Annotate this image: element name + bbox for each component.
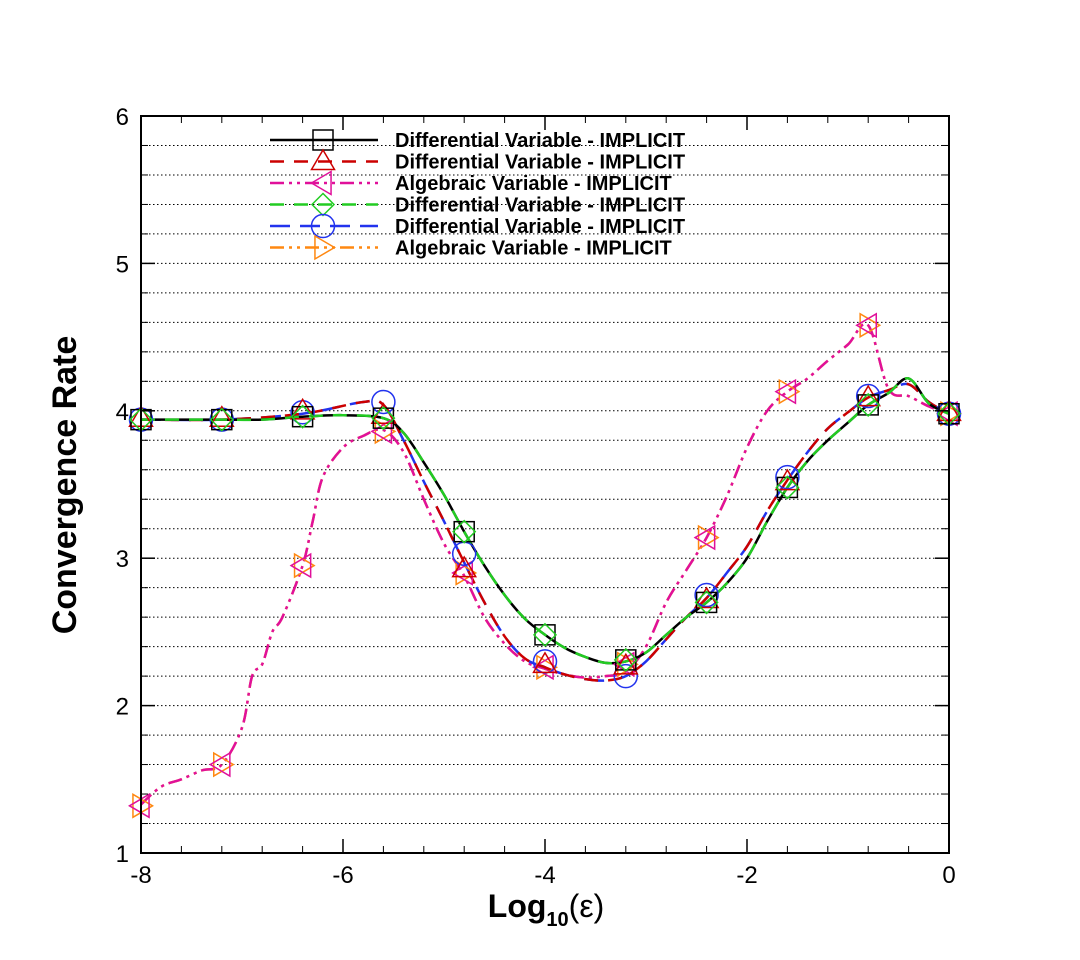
circle-marker [371, 389, 396, 415]
x-axis-title-base: Log [488, 888, 547, 924]
triangle-right-marker [314, 234, 336, 261]
triangle-up-marker [289, 397, 316, 420]
series-line [140, 382, 950, 682]
x-axis-title: Log10(ε) [488, 888, 604, 931]
triangle-left-marker [855, 312, 877, 339]
triangle-left-marker [774, 378, 797, 405]
triangle-left-marker [208, 751, 231, 778]
triangle-left-marker [289, 552, 312, 579]
y-tick-label: 3 [116, 546, 129, 573]
x-axis-title-subscript: 10 [546, 909, 568, 931]
x-tick-label: -2 [736, 862, 757, 889]
triangle-right-marker [374, 418, 397, 445]
triangle-left-marker [128, 793, 150, 819]
triangle-right-marker [455, 560, 478, 586]
triangle-up-marker [451, 555, 478, 578]
triangle-left-marker [451, 560, 473, 586]
diamond-marker [613, 647, 638, 672]
x-axis-title-argument: (ε) [569, 888, 605, 924]
legend-label: Algebraic Variable - IMPLICIT [395, 173, 672, 195]
diamond-marker [310, 192, 336, 217]
diamond-marker [775, 475, 800, 500]
x-tick-label: -4 [534, 862, 555, 889]
axes: -8 -6 -4 -2 0 1 2 3 4 5 6 [116, 104, 956, 889]
triangle-right-marker [859, 312, 882, 339]
legend-label: Differential Variable - IMPLICIT [395, 195, 685, 217]
y-axis-title: Convergence Rate [46, 336, 84, 635]
triangle-right-marker [778, 378, 801, 405]
triangle-left-marker [310, 170, 332, 196]
triangle-up-marker [208, 405, 235, 427]
triangle-up-marker [532, 651, 558, 674]
circle-marker [613, 663, 639, 689]
circle-marker [694, 582, 719, 608]
circle-marker [310, 213, 336, 239]
legend-label: Algebraic Variable - IMPLICIT [395, 238, 672, 260]
diamond-marker [532, 622, 558, 647]
triangle-right-marker [213, 751, 235, 778]
triangle-up-marker [612, 652, 639, 675]
y-tick-label: 2 [116, 694, 129, 721]
diamond-marker [694, 590, 719, 615]
y-tick-label: 4 [116, 399, 129, 426]
x-tick-label: -6 [332, 862, 353, 889]
series-line [140, 322, 950, 806]
x-tick-label: 0 [942, 862, 955, 889]
y-tick-label: 1 [116, 841, 129, 868]
legend-label: Differential Variable - IMPLICIT [395, 152, 685, 174]
triangle-left-marker [693, 524, 716, 551]
triangle-right-marker [132, 793, 154, 819]
y-tick-label: 6 [116, 104, 129, 131]
diamond-marker [290, 404, 315, 429]
series-markers [128, 312, 962, 819]
x-tick-label: -8 [130, 862, 151, 889]
legend-label: Differential Variable - IMPLICIT [395, 216, 685, 238]
diamond-marker [371, 406, 396, 431]
legend-label: Differential Variable - IMPLICIT [395, 130, 685, 152]
triangle-right-marker [697, 524, 720, 551]
diamond-marker [209, 407, 234, 432]
triangle-up-marker [310, 148, 336, 171]
diamond-marker [856, 392, 881, 417]
triangle-up-marker [774, 468, 801, 491]
triangle-up-marker [855, 384, 882, 407]
legend: Differential Variable - IMPLICITDifferen… [270, 129, 685, 261]
triangle-right-marker [293, 552, 316, 579]
circle-marker [775, 464, 800, 490]
triangle-left-marker [370, 418, 393, 445]
diamond-marker [452, 519, 477, 544]
series-line [141, 377, 950, 665]
y-tick-label: 5 [116, 251, 129, 278]
grid-lines [141, 144, 949, 825]
